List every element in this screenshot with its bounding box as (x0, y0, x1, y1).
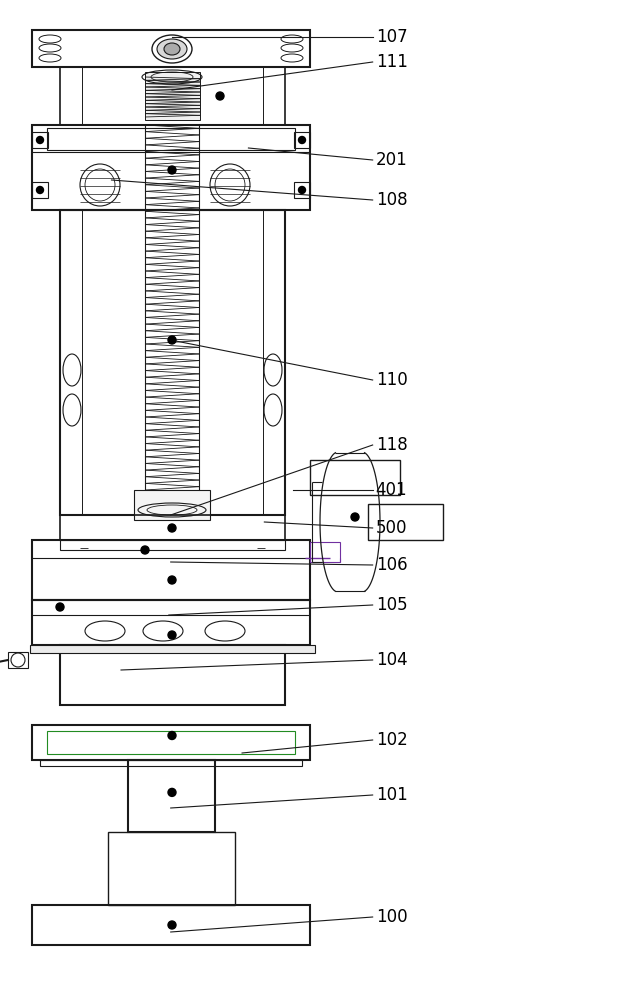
Bar (32, 182, 48, 198)
Bar (32, 30, 310, 67)
Bar (40, 760, 302, 766)
Text: 401: 401 (376, 481, 407, 499)
Circle shape (168, 524, 176, 532)
Circle shape (168, 576, 176, 584)
Bar (32, 132, 48, 148)
Bar (294, 182, 310, 198)
Text: 500: 500 (376, 519, 407, 537)
Bar (134, 490, 210, 520)
Bar (47, 128, 295, 150)
Text: 105: 105 (376, 596, 407, 614)
Text: 108: 108 (376, 191, 407, 209)
Bar (32, 540, 310, 600)
Bar (32, 125, 310, 210)
Text: 102: 102 (376, 731, 408, 749)
Circle shape (36, 136, 43, 143)
Bar (128, 760, 215, 832)
Text: 101: 101 (376, 786, 408, 804)
Bar (47, 731, 295, 754)
Text: 104: 104 (376, 651, 407, 669)
Circle shape (168, 166, 176, 174)
Circle shape (36, 186, 43, 194)
Text: 118: 118 (376, 436, 408, 454)
Bar (108, 832, 235, 905)
Bar (310, 542, 340, 562)
Circle shape (56, 603, 64, 611)
Bar (32, 905, 310, 945)
Bar (145, 72, 200, 120)
Bar (32, 600, 310, 645)
Bar (8, 652, 28, 668)
Text: 201: 201 (376, 151, 408, 169)
Bar (60, 515, 285, 540)
Circle shape (168, 788, 176, 796)
Circle shape (299, 136, 306, 143)
Circle shape (168, 336, 176, 344)
Ellipse shape (157, 39, 187, 59)
Bar (368, 504, 443, 540)
Text: 111: 111 (376, 53, 408, 71)
Text: 106: 106 (376, 556, 407, 574)
Bar (60, 67, 285, 125)
Bar (30, 645, 315, 653)
Ellipse shape (164, 43, 180, 55)
Circle shape (168, 921, 176, 929)
Circle shape (299, 186, 306, 194)
Circle shape (141, 546, 149, 554)
Text: 110: 110 (376, 371, 408, 389)
Bar (60, 645, 285, 705)
Bar (310, 460, 400, 495)
Circle shape (351, 513, 359, 521)
Circle shape (168, 631, 176, 639)
Text: 100: 100 (376, 908, 407, 926)
Circle shape (168, 732, 176, 740)
Bar (32, 725, 310, 760)
Bar (294, 132, 310, 148)
Text: 107: 107 (376, 28, 407, 46)
Bar (60, 210, 285, 515)
Circle shape (216, 92, 224, 100)
Bar (60, 540, 285, 550)
